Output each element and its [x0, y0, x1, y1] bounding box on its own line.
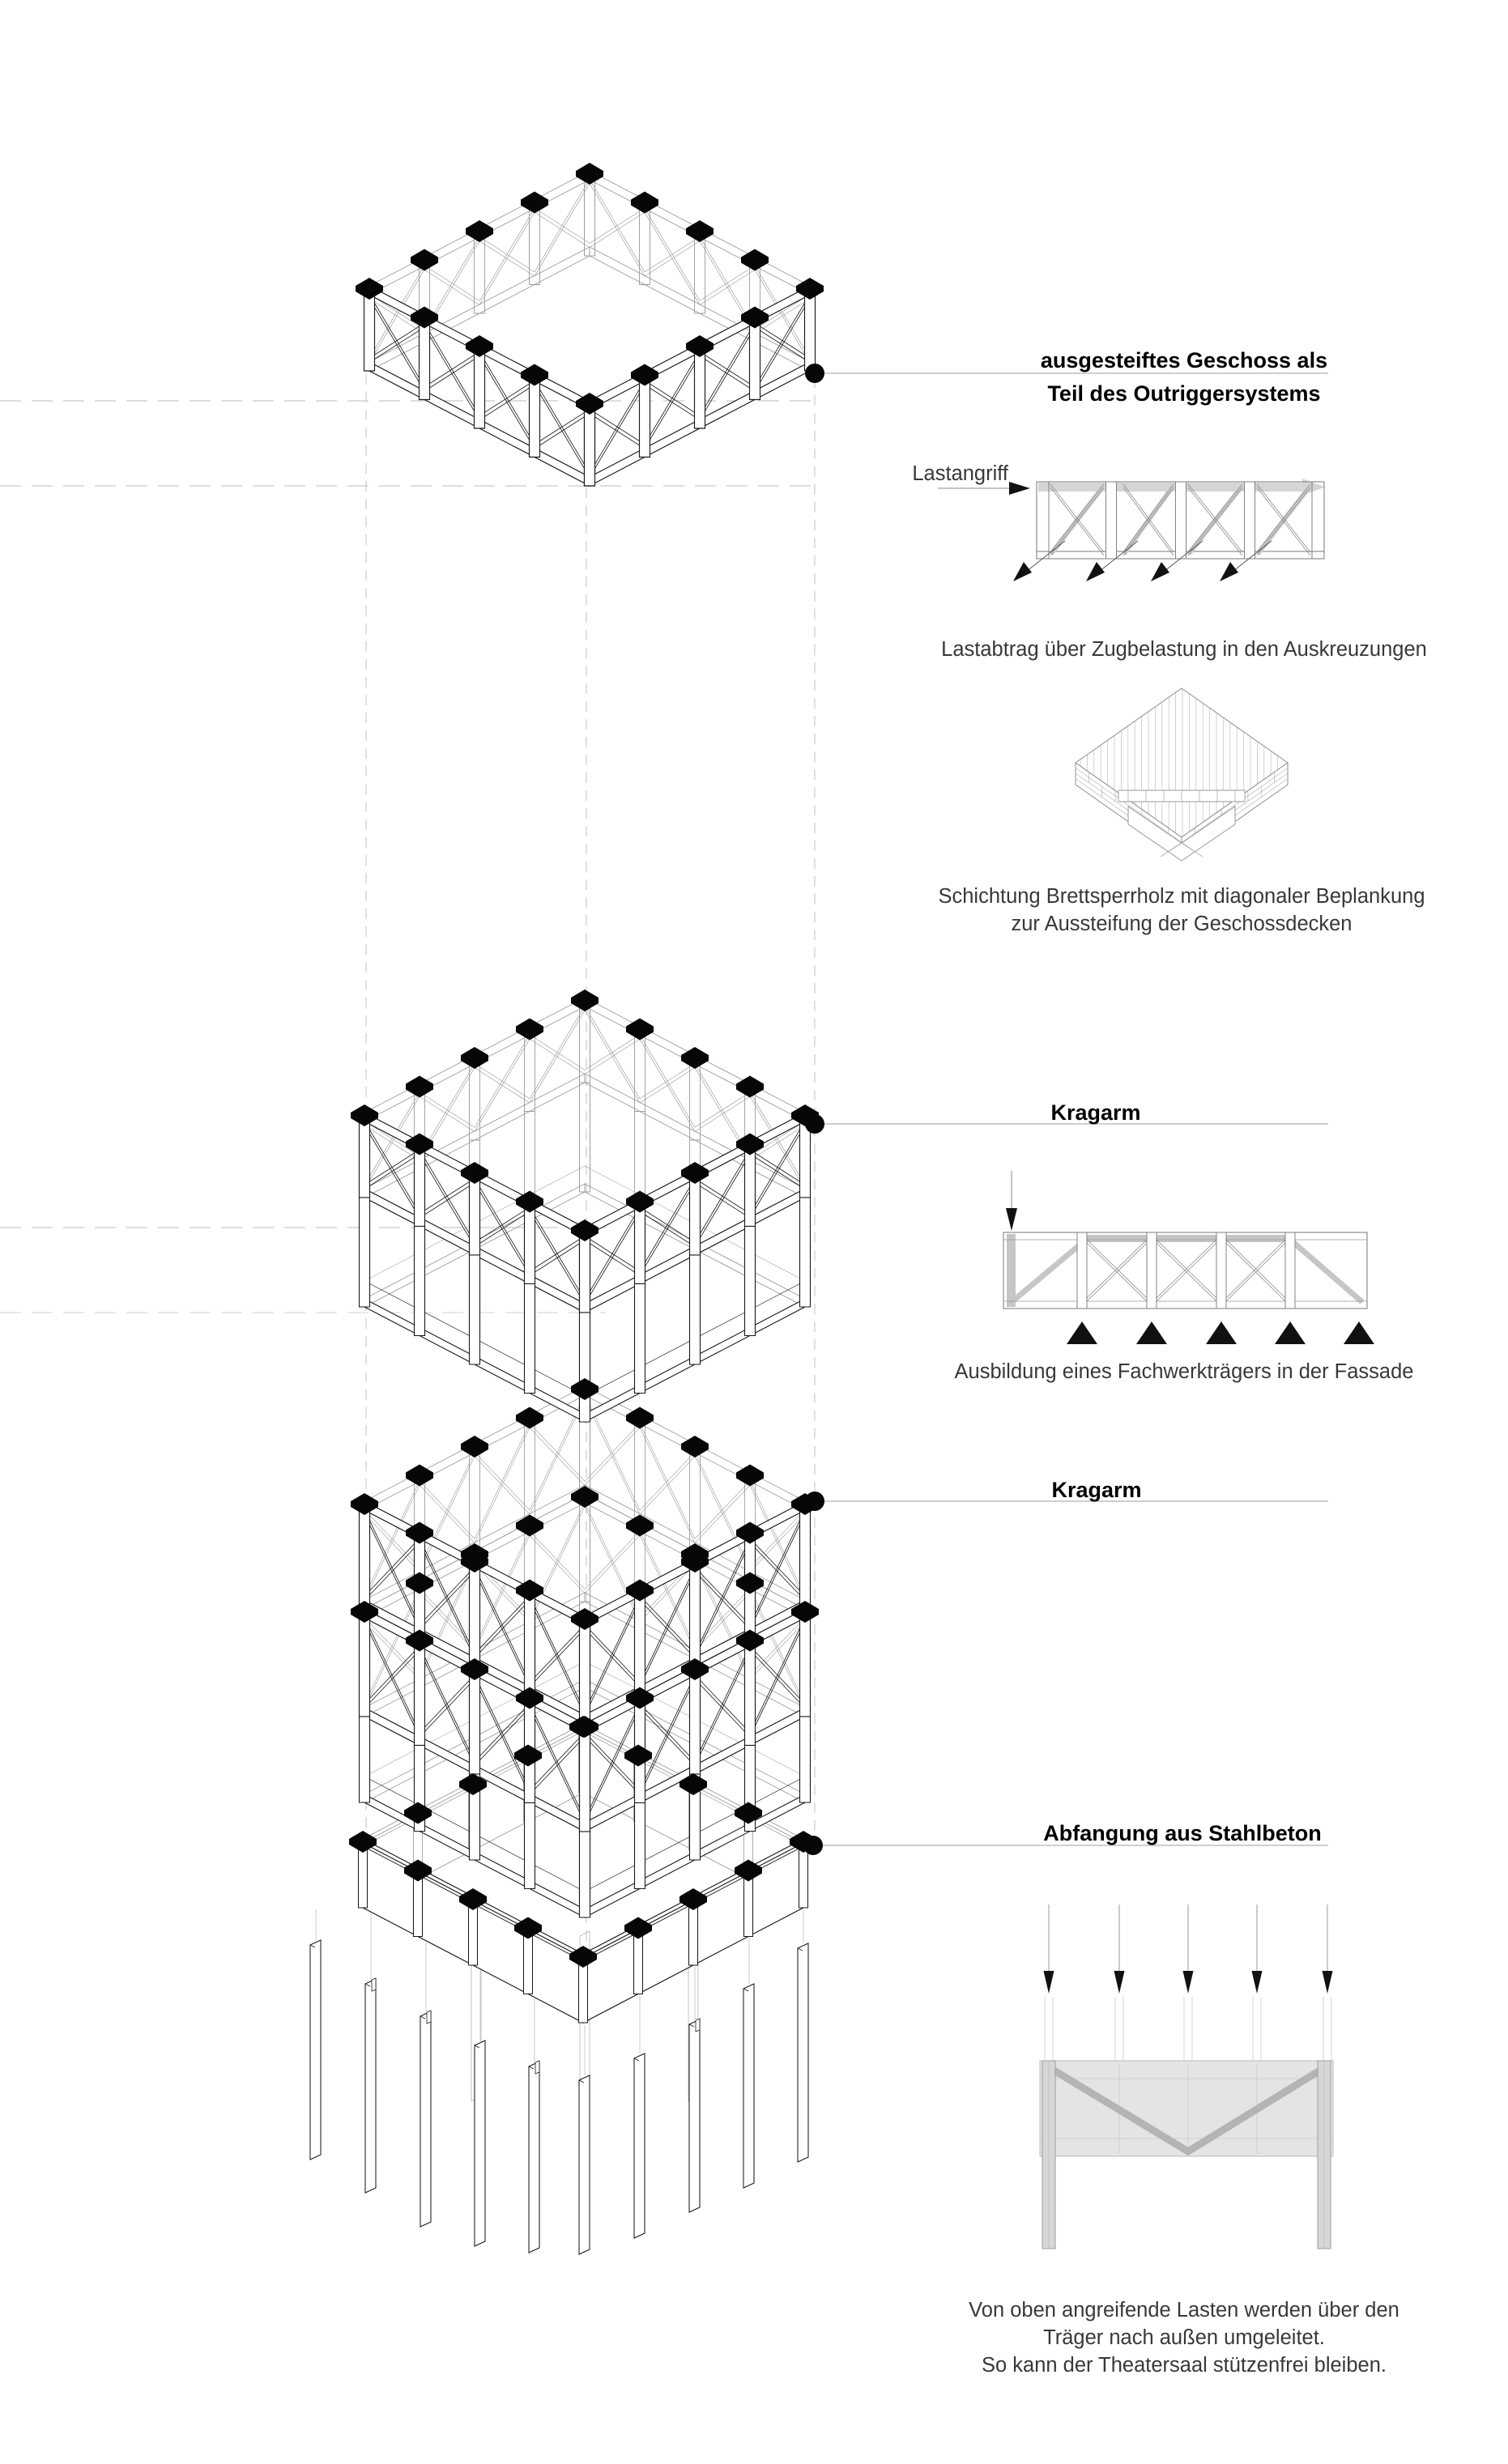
- caption-clt-line1: Schichtung Brettsperrholz mit diagonaler…: [938, 885, 1425, 908]
- caption-clt-line2: zur Aussteifung der Geschossdecken: [1011, 913, 1353, 935]
- caption-lastabtrag: Lastabtrag über Zugbelastung in den Ausk…: [941, 638, 1427, 661]
- module-outrigger-back: [364, 170, 816, 372]
- annotation-kragarm-lower: Kragarm: [1051, 1478, 1142, 1502]
- annotation-outrigger-line1: ausgesteiftes Geschoss als: [1040, 348, 1328, 372]
- caption-lasten-line2: Träger nach außen umgeleitet.: [1043, 2326, 1325, 2349]
- module-kragarm-upper-front: [351, 989, 819, 1423]
- module-outrigger-front: [356, 163, 824, 487]
- annotation-abfangung: Abfangung aus Stahlbeton: [1043, 1821, 1322, 1845]
- label-lastangriff: Lastangriff: [912, 462, 1008, 485]
- caption-fachwerk: Ausbildung eines Fachwerkträgers in der …: [954, 1360, 1414, 1383]
- module-concrete-base-front: [309, 1716, 817, 2255]
- diagram-facade-truss: [1003, 1171, 1374, 1344]
- caption-lasten-line3: So kann der Theatersaal stützenfrei blei…: [982, 2354, 1387, 2377]
- annotation-kragarm-upper: Kragarm: [1050, 1100, 1141, 1125]
- annotation-outrigger-line2: Teil des Outriggersystems: [1047, 381, 1321, 406]
- caption-lasten-line1: Von oben angreifende Lasten werden über …: [969, 2299, 1399, 2321]
- diagram-concrete-beam: [1039, 1904, 1334, 2249]
- leader-lines: [803, 364, 1328, 1855]
- module-kragarm-lower-front: [351, 1378, 819, 1918]
- diagram-clt-slab: [1075, 687, 1289, 862]
- diagram-truss-elevation: [938, 479, 1325, 581]
